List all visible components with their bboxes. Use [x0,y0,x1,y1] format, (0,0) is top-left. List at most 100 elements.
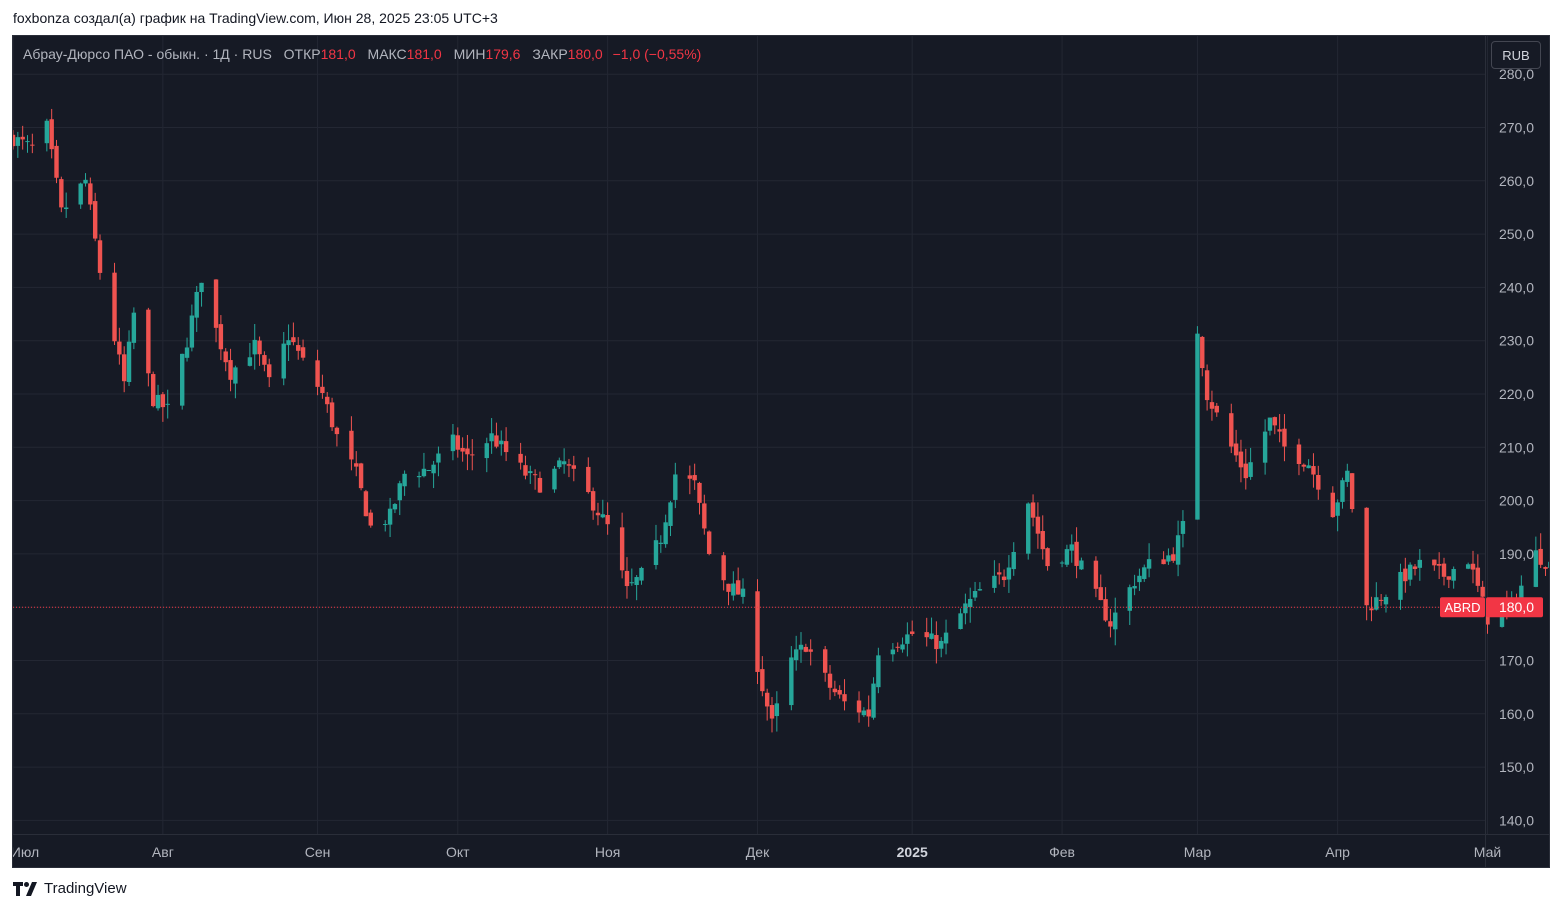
candle-body [764,692,770,707]
candle-body [1412,566,1418,569]
candle-body [1233,443,1239,456]
candle-body [499,440,504,445]
candle-body [1127,587,1132,611]
x-tick-label: 2025 [897,844,928,860]
candle-body [300,347,306,358]
candle-body [1001,576,1007,581]
candle-body [387,508,393,525]
candle-body [363,491,369,517]
candle-body [586,466,591,493]
candle-body [354,463,359,467]
x-tick-label: Июл [13,844,39,860]
candle-body [523,465,528,476]
candle-body [755,591,760,672]
candle-body [866,709,871,717]
candle-body [1378,599,1384,601]
candle-body [1006,567,1012,580]
candle-body [774,703,780,717]
candle-body [1340,480,1345,502]
candle-body [1040,531,1045,550]
y-tick-label: 190,0 [1499,546,1534,562]
y-tick-label: 250,0 [1499,226,1534,242]
candle-body [566,464,572,466]
candle-body [320,386,325,394]
candle-body [426,470,431,472]
candle-body [1282,428,1287,447]
candle-body [1103,599,1108,621]
candle-body [910,631,915,634]
candle-body [1316,474,1321,490]
candle-body [1519,585,1524,603]
y-tick-label: 150,0 [1499,759,1534,775]
candle-body [1538,548,1543,565]
candle-body [972,591,978,598]
candle-body [358,463,364,489]
candle-body [943,632,949,644]
candle-body [392,504,398,510]
candle-body [291,337,296,343]
candle-body [1098,587,1103,601]
candle-body [329,402,335,428]
candle-body [126,341,132,383]
candle-body [59,179,64,208]
symbol-title[interactable]: Абрау-Дюрсо ПАО - обыкн. · 1Д · RUS [23,46,272,62]
candle-body [789,657,794,706]
candle-body [1369,608,1374,611]
candle-body [905,634,910,644]
candle-body [1543,567,1548,569]
candle-body [721,555,726,581]
tradingview-logo-icon [13,881,37,896]
candle-body [233,367,238,384]
candle-body [624,570,630,587]
candle-body [1446,576,1452,580]
candle-body [1480,586,1485,597]
x-tick-label: Дек [746,844,770,860]
candle-body [44,120,50,144]
candle-body [958,613,963,630]
candle-body [257,340,262,355]
y-tick-label: 270,0 [1499,120,1534,136]
candle-body [1204,370,1210,401]
candle-body [383,524,388,526]
candle-body [528,471,533,474]
candle-body [731,583,736,596]
candle-body [924,632,929,638]
candle-body [1407,564,1413,580]
candle-body [658,542,664,544]
candle-body [861,710,867,716]
open-label: ОТКР [283,46,321,62]
tradingview-logo[interactable]: TradingView [13,880,127,897]
candle-body [315,360,320,387]
candlestick-chart[interactable]: 140,0 150,0 160,0 170,0 180,0 190,0 200,0 210,0… [13,36,1549,867]
x-tick-label: Авг [152,844,174,860]
brand-name: TradingView [44,880,127,897]
candle-body [968,598,973,608]
candle-body [112,272,117,342]
candle-body [30,144,35,146]
candle-body [1142,567,1147,579]
candle-body [184,347,190,358]
chart-panel[interactable]: 140,0 150,0 160,0 170,0 180,0 190,0 200,0 210,0… [12,35,1550,868]
x-tick-label: Май [1474,844,1501,860]
candle-body [590,491,596,511]
candle-body [78,183,83,205]
candle-body [1079,560,1084,570]
candle-body [436,453,441,463]
candle-body [832,688,838,693]
change-value: −1,0 (−0,55%) [612,46,702,62]
candle-body [557,460,562,468]
x-tick-label: Апр [1325,844,1350,860]
candle-body [929,633,934,639]
last-price-tag-text: 180,0 [1499,599,1534,615]
candle-body [697,482,702,503]
candle-body [1209,402,1215,409]
symbol-price-tag [1440,597,1485,618]
candle-body [571,465,576,469]
candle-body [92,201,98,239]
candle-body [634,577,639,586]
candle-body [1398,571,1403,600]
candle-body [629,582,635,584]
candle-body [619,527,625,571]
currency-button[interactable]: RUB [1491,41,1541,69]
candle-body [1093,560,1099,589]
